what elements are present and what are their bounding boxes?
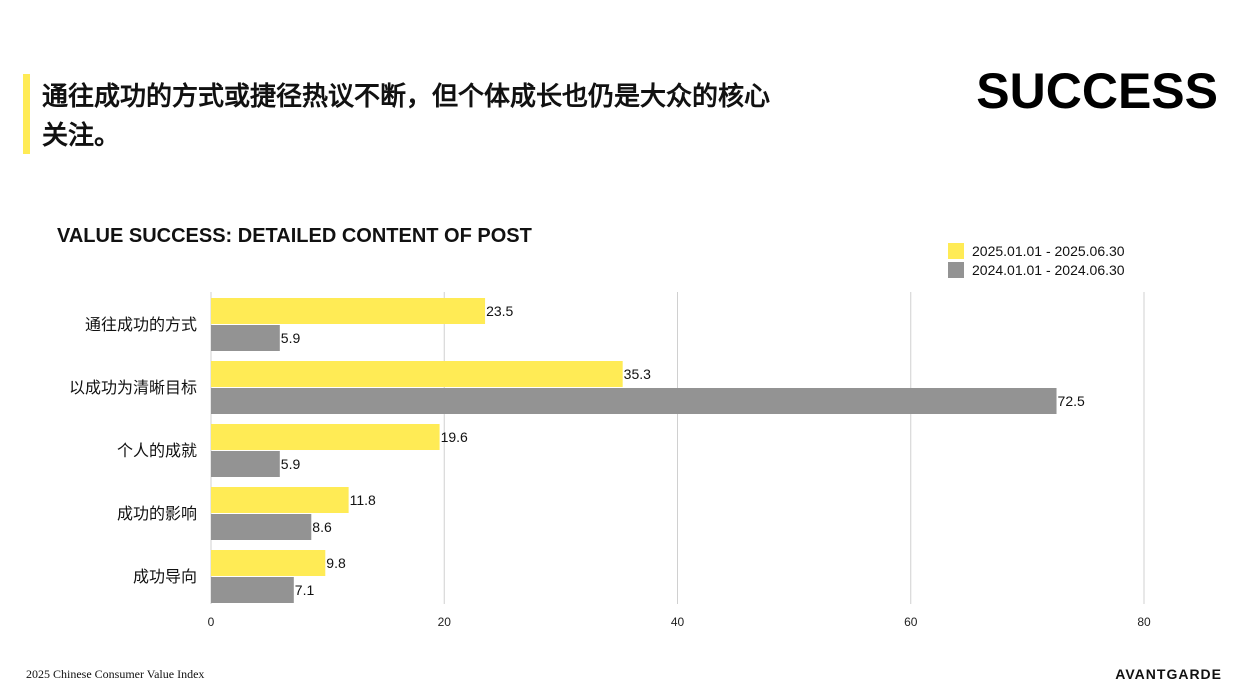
data-label-2025: 23.5 (486, 303, 513, 319)
data-label-2024: 8.6 (312, 519, 332, 535)
legend-item-2024: 2024.01.01 - 2024.06.30 (948, 260, 1125, 279)
bar-2024 (211, 577, 294, 603)
x-tick-label-60: 60 (904, 615, 918, 629)
category-label: 以成功为清晰目标 (69, 378, 197, 397)
bar-2025 (211, 487, 349, 513)
brand-logo: AVANTGARDE (1115, 666, 1222, 682)
legend-swatch-2024 (948, 261, 964, 278)
data-label-2024: 7.1 (295, 582, 315, 598)
category-label: 成功的影响 (117, 504, 197, 523)
headline: 通往成功的方式或捷径热议不断，但个体成长也仍是大众的核心关注。 (42, 82, 771, 151)
category-label: 个人的成就 (117, 441, 197, 460)
bar-2025 (211, 424, 440, 450)
x-tick-label-80: 80 (1137, 615, 1151, 629)
legend-label-2024: 2024.01.01 - 2024.06.30 (972, 261, 1125, 278)
chart-legend: 2025.01.01 - 2025.06.30 2024.01.01 - 202… (948, 241, 1125, 279)
section-title: SUCCESS (976, 63, 1218, 119)
data-label-2024: 72.5 (1058, 393, 1085, 409)
category-label: 通往成功的方式 (85, 315, 197, 334)
bar-2025 (211, 361, 623, 387)
x-tick-label-0: 0 (208, 615, 215, 629)
bar-2024 (211, 514, 312, 540)
data-label-2025: 19.6 (441, 429, 468, 445)
x-tick-label-40: 40 (671, 615, 685, 629)
bar-2025 (211, 298, 486, 324)
bar-2025 (211, 550, 326, 576)
data-label-2025: 11.8 (350, 492, 376, 508)
data-label-2024: 5.9 (281, 456, 301, 472)
legend-item-2025: 2025.01.01 - 2025.06.30 (948, 241, 1125, 260)
data-label-2025: 35.3 (624, 366, 651, 382)
footer-source: 2025 Chinese Consumer Value Index (26, 667, 205, 681)
data-label-2024: 5.9 (281, 330, 301, 346)
bar-2024 (211, 325, 280, 351)
bar-2024 (211, 451, 280, 477)
chart-title: VALUE SUCCESS: DETAILED CONTENT OF POST (57, 225, 532, 247)
headline-accent-bar (23, 74, 30, 154)
legend-swatch-2025 (948, 242, 964, 259)
category-label: 成功导向 (133, 567, 197, 586)
legend-label-2025: 2025.01.01 - 2025.06.30 (972, 242, 1125, 259)
x-tick-label-20: 20 (438, 615, 452, 629)
data-label-2025: 9.8 (326, 555, 346, 571)
bar-2024 (211, 388, 1057, 414)
